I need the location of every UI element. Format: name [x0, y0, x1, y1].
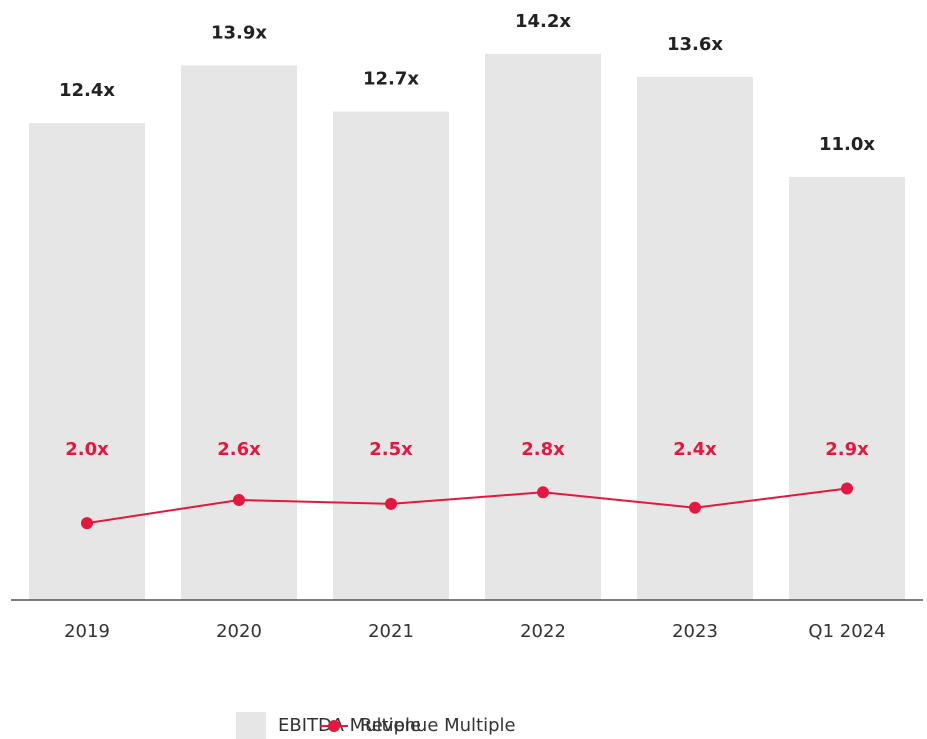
line-value-label: 2.5x [369, 439, 413, 460]
bar [637, 76, 753, 600]
line-point [385, 497, 397, 510]
x-tick-label: 2021 [368, 621, 414, 642]
line-point [841, 482, 853, 495]
bar-value-label: 12.7x [363, 69, 419, 90]
bar [789, 176, 905, 600]
x-tick-label: Q1 2024 [808, 621, 885, 642]
legend-label: EBITDA Multiple [278, 715, 421, 736]
bar-value-label: 11.0x [819, 134, 875, 155]
x-tick-label: 2020 [216, 621, 262, 642]
x-tick-label: 2022 [520, 621, 566, 642]
legend-swatch [236, 712, 266, 739]
legend-marker [328, 720, 340, 732]
bar [333, 111, 449, 601]
revenue-line [86, 487, 848, 525]
line-point [537, 486, 549, 499]
bar-value-label: 12.4x [59, 80, 115, 101]
bar [181, 65, 297, 600]
x-tick-label: 2023 [672, 621, 718, 642]
bar [485, 53, 601, 601]
line-point [81, 517, 93, 530]
bar-value-label: 14.2x [515, 11, 571, 32]
line-value-label: 2.8x [521, 439, 565, 460]
line-point [233, 494, 245, 506]
x-tick-label: 2019 [64, 621, 110, 642]
bar-value-label: 13.6x [667, 34, 723, 55]
bar-value-label: 13.9x [211, 22, 267, 43]
line-value-label: 2.9x [825, 439, 869, 460]
line-value-label: 2.6x [217, 439, 261, 460]
line-point [689, 501, 701, 514]
line-value-label: 2.4x [673, 439, 717, 460]
legend-label: Revenue Multiple [360, 715, 516, 736]
line-value-label: 2.0x [65, 439, 109, 460]
